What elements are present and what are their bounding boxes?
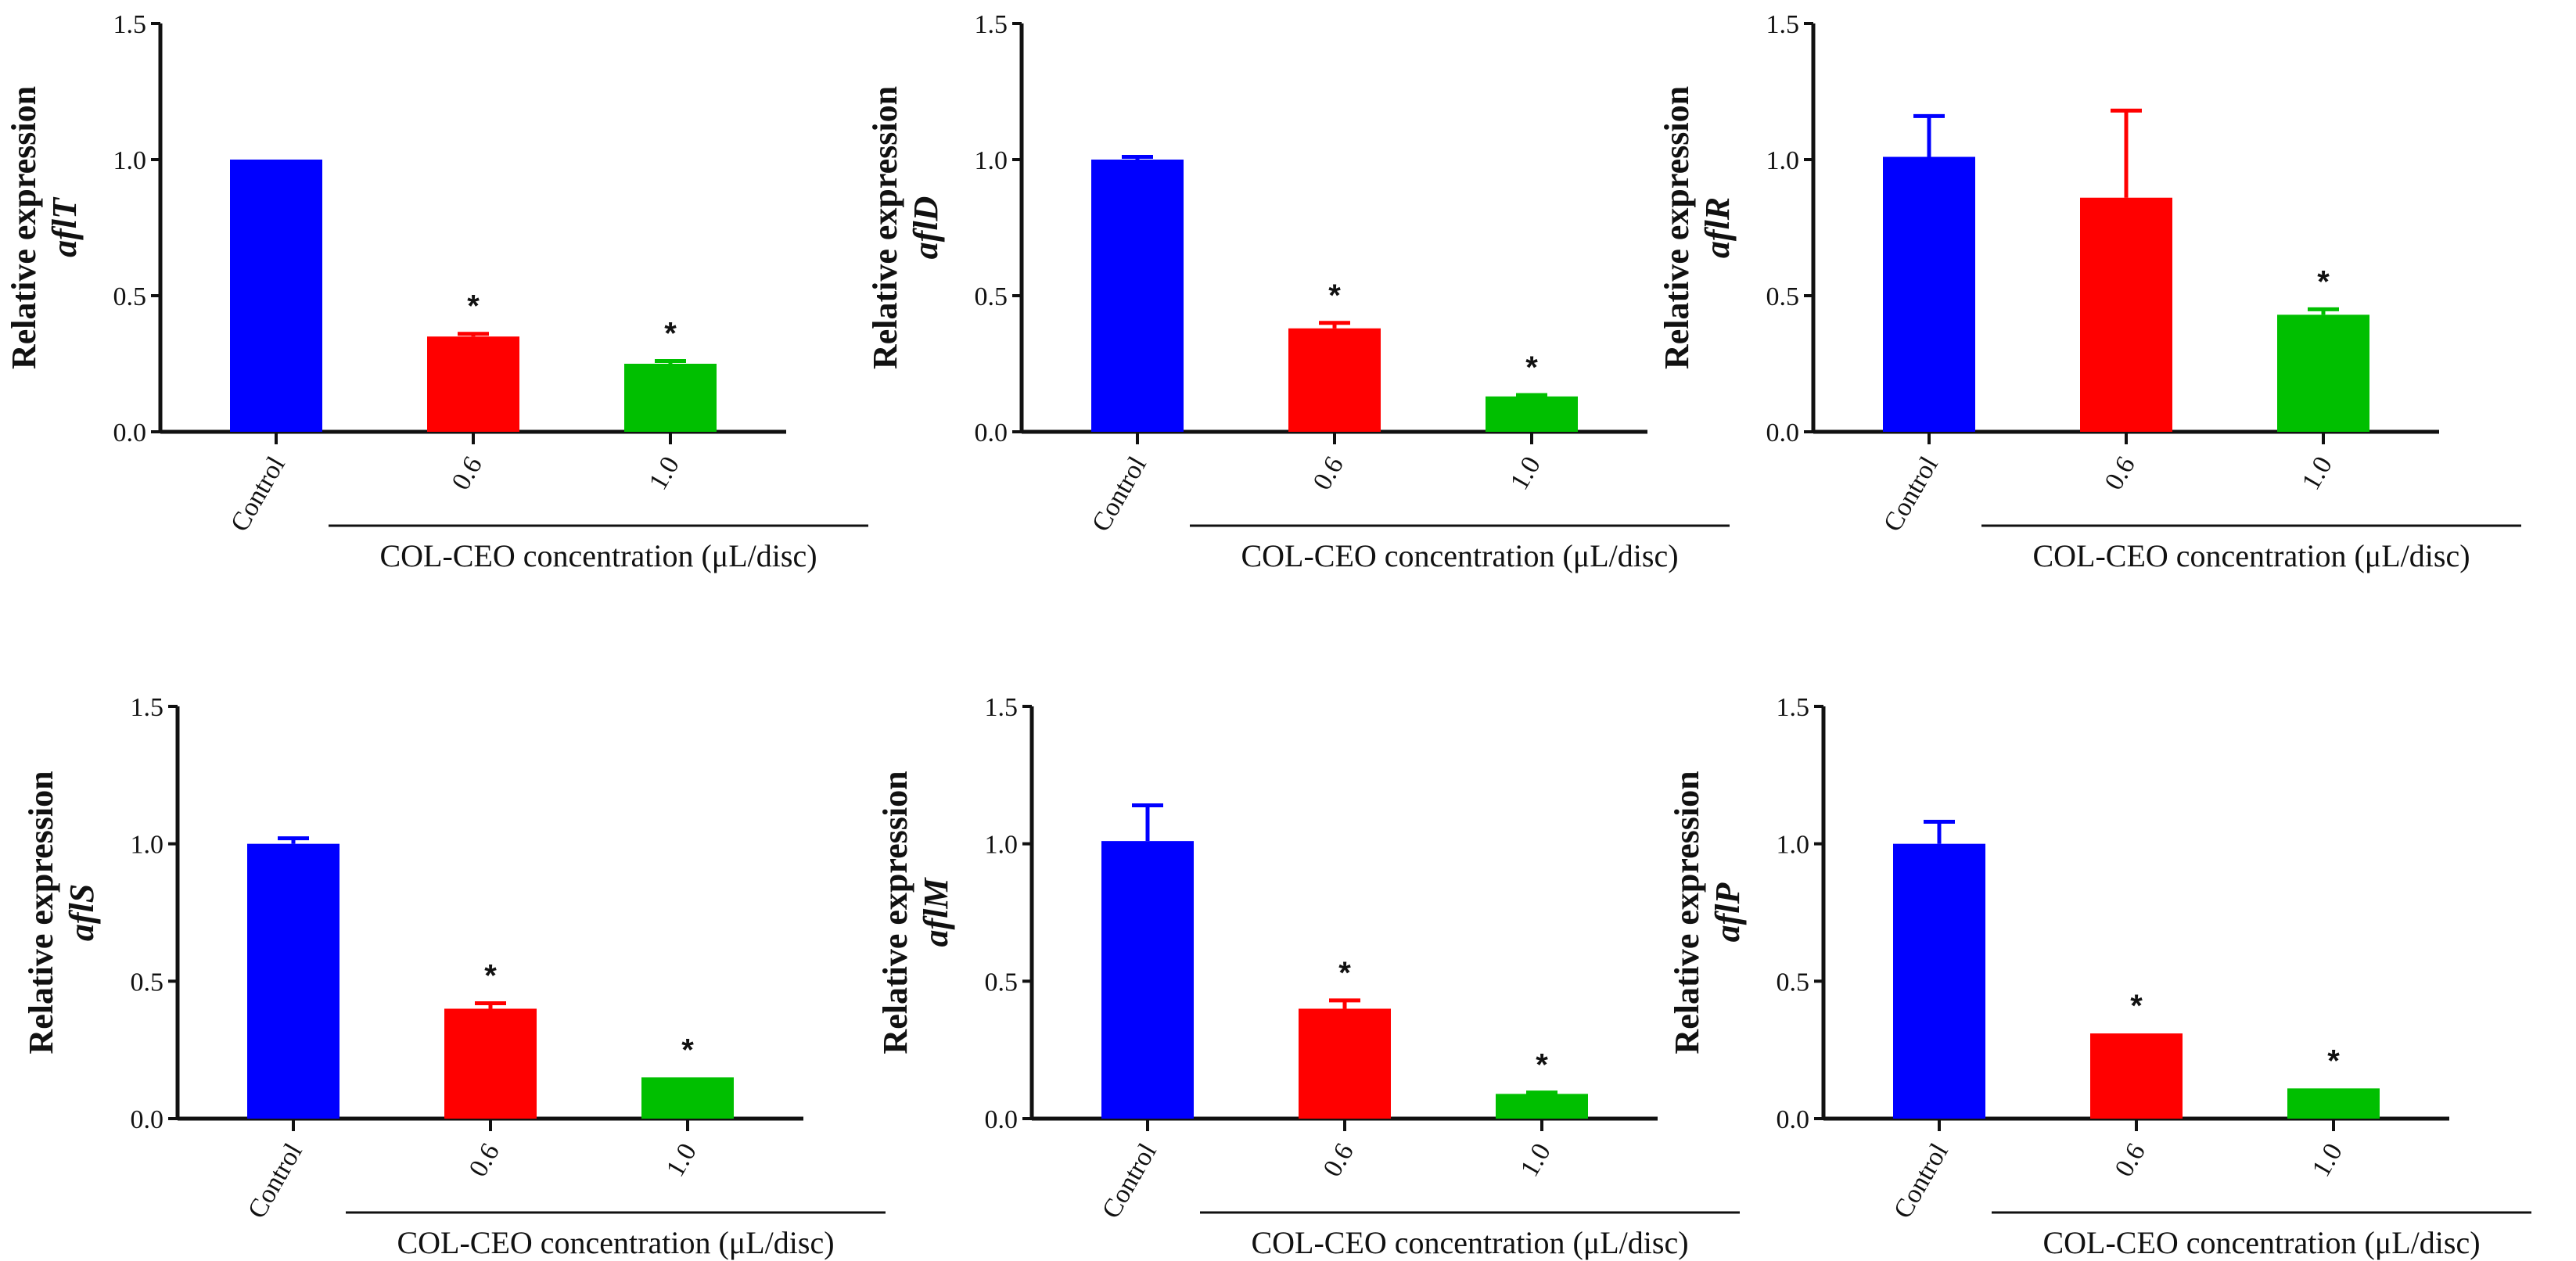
x-tick-label: 0.6 [464,1139,505,1182]
panel-aflR: 0.0 0.5 1.0 1.5 Relative expression aflR Contr… [1658,10,2521,573]
y-tick-label: 1.5 [975,10,1008,39]
y-tick-label: 1.5 [985,693,1019,722]
bar-1.0 [1486,396,1578,432]
x-axis-label: COL-CEO concentration (μL/disc) [379,538,817,573]
y-tick-label: 1.5 [1766,10,1800,39]
x-tick-label: 1.0 [2307,1139,2348,1182]
significance-star: * [1525,350,1538,385]
significance-star: * [2130,989,2143,1023]
y-axis-label: Relative expression [866,86,904,369]
panel-aflT: 0.0 0.5 1.0 1.5 Relative expression aflT Contr… [5,10,868,573]
bar-0.6 [444,1008,537,1119]
bar-0.6 [427,336,519,432]
x-axis-label: COL-CEO concentration (μL/disc) [1241,538,1678,573]
bar-Control [1091,160,1184,432]
bar-Control [1883,156,1975,432]
y-axis-label: Relative expression [1668,771,1706,1054]
x-tick-label: 0.6 [1318,1139,1360,1182]
bar-0.6 [1288,328,1381,432]
significance-star: * [1536,1048,1548,1083]
significance-star: * [484,958,497,993]
y-tick-label: 0.0 [975,419,1008,447]
y-tick-label: 1.0 [1777,831,1810,860]
y-tick-label: 0.5 [975,282,1008,311]
bar-Control [230,160,322,432]
y-tick-label: 1.0 [1766,146,1800,175]
y-tick-label: 1.0 [131,831,164,860]
y-axis-label: Relative expression [5,86,43,369]
x-tick-label: 1.0 [2297,452,2338,495]
x-axis-label: COL-CEO concentration (μL/disc) [1251,1225,1688,1260]
x-tick-label: 1.0 [644,452,685,495]
y-tick-label: 0.0 [985,1105,1019,1134]
bar-1.0 [1496,1094,1588,1119]
bar-Control [1893,843,1985,1119]
y-tick-label: 1.5 [1777,693,1810,722]
significance-star: * [681,1033,694,1067]
x-axis-label: COL-CEO concentration (μL/disc) [2042,1225,2480,1260]
y-tick-label: 0.0 [1777,1105,1810,1134]
bar-1.0 [2287,1088,2380,1119]
bar-Control [247,843,340,1119]
y-tick-label: 0.5 [985,968,1019,997]
bar-Control [1101,841,1194,1119]
significance-star: * [1338,956,1351,990]
x-tick-label: Control [1097,1139,1162,1223]
x-axis-label: COL-CEO concentration (μL/disc) [397,1225,834,1260]
y-tick-label: 1.0 [985,831,1019,860]
y-tick-label: 0.0 [1766,419,1800,447]
y-tick-label: 0.5 [1766,282,1800,311]
significance-star: * [467,289,480,324]
x-tick-label: 0.6 [2110,1139,2151,1182]
x-tick-label: 1.0 [1515,1139,1557,1182]
significance-star: * [664,317,677,351]
y-tick-label: 0.5 [113,282,147,311]
panel-aflS: 0.0 0.5 1.0 1.5 Relative expression aflS Contr… [22,693,886,1260]
y-tick-label: 1.5 [113,10,147,39]
gene-label: aflS [63,884,101,941]
panel-aflP: 0.0 0.5 1.0 1.5 Relative expression aflP Contr… [1668,693,2531,1260]
x-axis-label: COL-CEO concentration (μL/disc) [2032,538,2470,573]
bar-1.0 [624,364,717,432]
bar-0.6 [2080,197,2172,432]
x-tick-label: Control [243,1139,308,1223]
y-tick-label: 0.5 [131,968,164,997]
significance-star: * [2317,264,2330,299]
bar-1.0 [2277,314,2369,432]
y-axis-label: Relative expression [1658,86,1696,369]
x-tick-label: 1.0 [661,1139,702,1182]
y-axis-label: Relative expression [876,771,914,1054]
gene-label: aflT [45,196,84,257]
gene-label: aflP [1708,882,1747,943]
x-tick-label: 0.6 [447,452,488,495]
y-tick-label: 1.0 [975,146,1008,175]
x-tick-label: Control [1888,1139,1954,1223]
x-tick-label: 0.6 [1308,452,1349,495]
y-tick-label: 1.0 [113,146,147,175]
y-tick-label: 0.5 [1777,968,1810,997]
y-tick-label: 1.5 [131,693,164,722]
bar-1.0 [641,1077,734,1119]
x-tick-label: Control [225,452,291,537]
y-axis-label: Relative expression [22,771,60,1054]
y-tick-label: 0.0 [131,1105,164,1134]
y-tick-label: 0.0 [113,419,147,447]
significance-star: * [2327,1044,2340,1078]
gene-label: aflM [917,877,955,947]
x-tick-label: Control [1087,452,1152,537]
x-tick-label: 0.6 [2100,452,2141,495]
gene-label: aflD [907,196,945,260]
x-tick-label: 1.0 [1505,452,1547,495]
bar-0.6 [1299,1008,1391,1119]
gene-label: aflR [1698,197,1737,258]
x-tick-label: Control [1878,452,1944,537]
bar-0.6 [2090,1033,2183,1119]
significance-star: * [1328,278,1341,313]
